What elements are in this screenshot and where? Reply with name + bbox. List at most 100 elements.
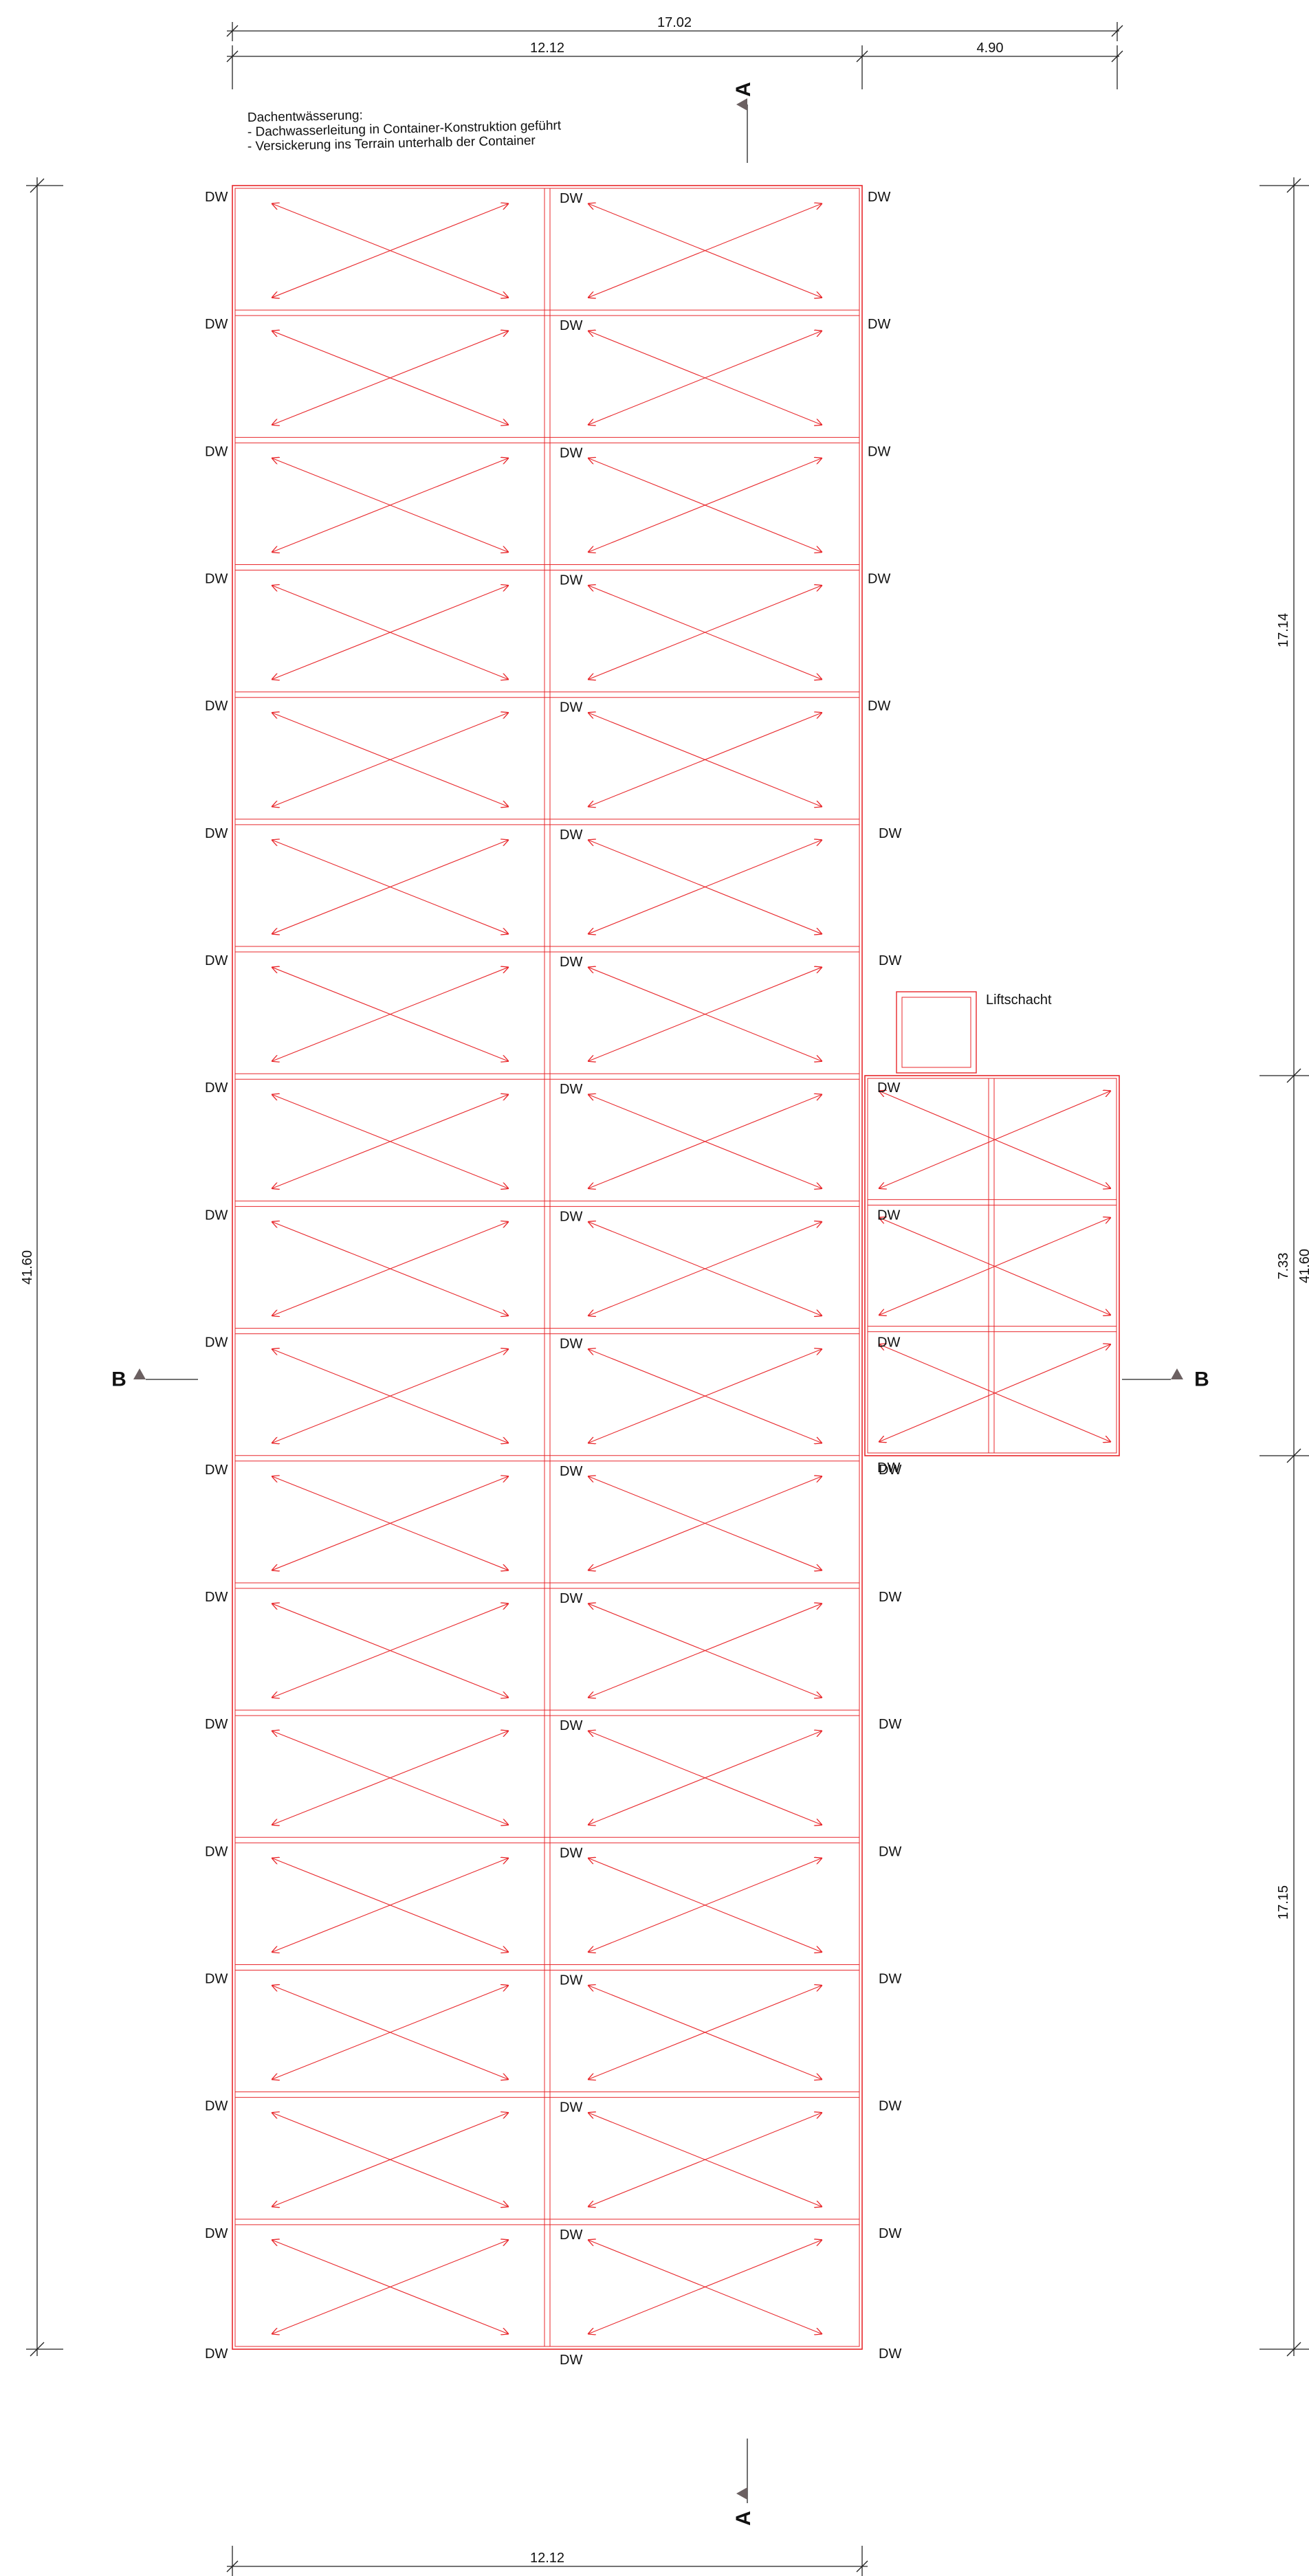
- downpipe-label: DW: [205, 444, 228, 459]
- downpipe-label: DW: [560, 700, 582, 715]
- section-marker-a-bottom: A: [732, 2439, 755, 2526]
- downpipe-label: DW: [560, 1082, 582, 1097]
- downpipe-label: DW: [879, 953, 901, 968]
- lift-shaft-label: Liftschacht: [986, 992, 1052, 1008]
- dimension-right-middle-label: 7.33: [1276, 1253, 1291, 1280]
- roof-slope-arrow: [588, 331, 822, 425]
- downpipe-label: DW: [205, 699, 228, 714]
- roof-slope-arrow: [588, 203, 822, 298]
- downpipe-label: DW: [205, 317, 228, 332]
- dimension-right-total-label: 41.60: [1297, 1249, 1309, 1283]
- downpipe-label: DW: [205, 826, 228, 841]
- annex-container-block: [864, 1075, 1120, 1456]
- dimension-bottom: 12.12: [226, 2546, 868, 2576]
- roof-slope-arrow: [588, 840, 822, 934]
- downpipe-label: DW: [868, 444, 890, 459]
- downpipe-label: DW: [205, 190, 228, 205]
- section-arrow-icon: [736, 98, 747, 111]
- roof-slope-arrow: [879, 1091, 1111, 1188]
- section-a-bottom-label: A: [732, 2511, 755, 2526]
- notes-heading: Dachentwässerung:: [248, 108, 363, 125]
- downpipe-label: DW: [205, 1335, 228, 1351]
- section-a-top-label: A: [732, 82, 755, 97]
- annex-row-group: [868, 1199, 1116, 1333]
- downpipe-label: DW: [877, 1461, 900, 1476]
- dimension-left-total-label: 41.60: [20, 1250, 35, 1285]
- downpipe-label: DW: [560, 2228, 582, 2243]
- roof-slope-arrow: [588, 1349, 822, 1443]
- roof-slope-arrow: [272, 458, 509, 552]
- downpipe-label: DW: [560, 2100, 582, 2116]
- downpipe-label: DW: [205, 1971, 228, 1986]
- downpipe-labels: DW DW DW DW DW DW DW DW DW DW DW DW DW DW DW DW DW DW DW DW…: [205, 190, 901, 2368]
- lift-shaft: Liftschacht: [896, 991, 1052, 1074]
- dimension-top-right-label: 4.90: [977, 41, 1004, 56]
- downpipe-label: DW: [560, 1973, 582, 1988]
- section-marker-a-top: A: [732, 82, 755, 163]
- roof-slope-arrow: [272, 2113, 509, 2207]
- roof-slope-arrow: [588, 1603, 822, 1698]
- downpipe-label: DW: [879, 1844, 901, 1859]
- downpipe-label: DW: [868, 699, 890, 714]
- downpipe-label: DW: [205, 1590, 228, 1605]
- downpipe-label: DW: [560, 1209, 582, 1224]
- annex-roof-slopes: [879, 1091, 1111, 1442]
- roof-slope-arrow: [272, 1221, 509, 1315]
- downpipe-label: DW: [868, 317, 890, 332]
- roof-slope-arrow: [879, 1344, 1111, 1442]
- section-b-left-label: B: [111, 1368, 126, 1391]
- downpipe-label: DW: [560, 318, 582, 333]
- downpipe-label: DW: [205, 1844, 228, 1859]
- dimension-right-upper-label: 17.14: [1276, 613, 1291, 647]
- roof-slope-arrow: [272, 1603, 509, 1698]
- downpipe-label: DW: [877, 1208, 900, 1223]
- dimension-top-total: 17.02: [226, 15, 1123, 41]
- roof-slope-arrow: [272, 713, 509, 807]
- roof-slope-arrow: [272, 1476, 509, 1570]
- downpipe-label: DW: [560, 2353, 582, 2368]
- roof-slope-arrow: [588, 713, 822, 807]
- downpipe-label: DW: [879, 2226, 901, 2241]
- roof-slope-arrow: [272, 331, 509, 425]
- downpipe-label: DW: [205, 2346, 228, 2362]
- downpipe-label: DW: [879, 2346, 901, 2362]
- downpipe-label: DW: [560, 191, 582, 206]
- downpipe-label: DW: [879, 826, 901, 841]
- downpipe-label: DW: [877, 1335, 900, 1351]
- roof-slope-arrow: [272, 1858, 509, 1952]
- section-arrow-icon: [736, 2487, 747, 2500]
- downpipe-label: DW: [560, 955, 582, 970]
- main-container-block: [232, 185, 863, 2350]
- roof-slope-arrow: [588, 458, 822, 552]
- roof-slope-arrow: [272, 840, 509, 934]
- downpipe-label: DW: [560, 573, 582, 588]
- dimension-top-chain: 12.12 4.90: [226, 41, 1123, 89]
- roof-slope-arrow: [588, 1476, 822, 1570]
- downpipe-label: DW: [205, 2226, 228, 2241]
- downpipe-label: DW: [205, 2099, 228, 2114]
- downpipe-label: DW: [205, 572, 228, 587]
- downpipe-label: DW: [868, 572, 890, 587]
- downpipe-label: DW: [205, 1463, 228, 1478]
- roof-slope-arrow: [272, 2240, 509, 2334]
- downpipe-label: DW: [877, 1080, 900, 1096]
- downpipe-label: DW: [560, 1464, 582, 1479]
- downpipe-label: DW: [879, 1717, 901, 1732]
- downpipe-label: DW: [560, 1845, 582, 1861]
- roof-slope-arrow: [272, 1349, 509, 1443]
- container-row-group: [235, 309, 859, 2225]
- roof-slope-arrow: [588, 1221, 822, 1315]
- roof-slope-arrow: [272, 1985, 509, 2079]
- drainage-notes: Dachentwässerung: - Dachwasserleitung in…: [248, 108, 562, 154]
- downpipe-label: DW: [879, 1590, 901, 1605]
- roof-slope-arrow: [272, 203, 509, 298]
- downpipe-label: DW: [560, 1337, 582, 1352]
- downpipe-label: DW: [560, 1718, 582, 1733]
- roof-slope-arrow: [588, 2113, 822, 2207]
- section-arrow-icon: [1171, 1368, 1183, 1379]
- section-marker-b-right: B: [1122, 1368, 1209, 1391]
- downpipe-label: DW: [879, 2099, 901, 2114]
- dimension-right-chain: 17.14 7.33 17.15 41.60: [1260, 177, 1309, 2357]
- roof-slope-arrow: [272, 1094, 509, 1188]
